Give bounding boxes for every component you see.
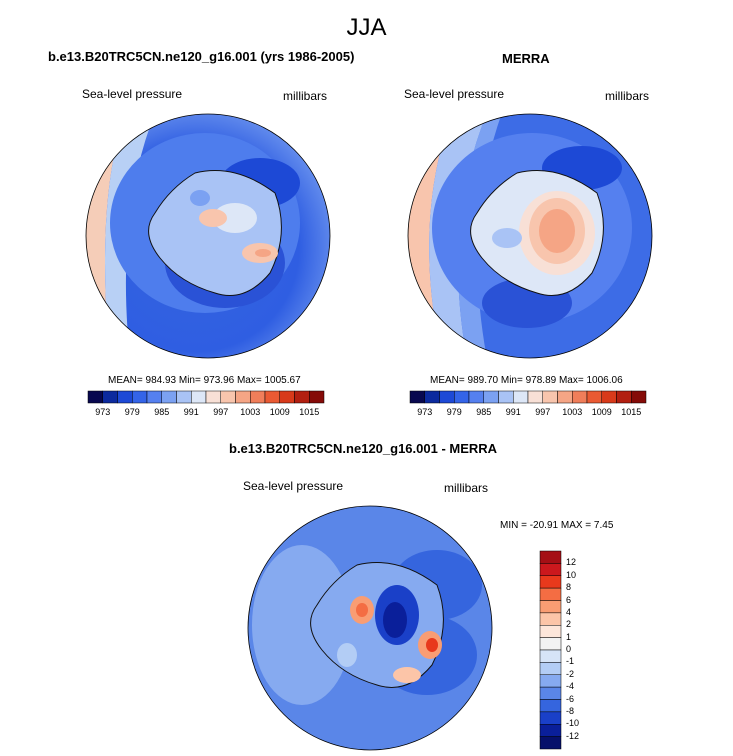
colorbar-swatch xyxy=(117,390,133,404)
colorbar-swatch xyxy=(539,736,562,750)
colorbar-swatch xyxy=(87,390,103,404)
colorbar-swatch xyxy=(539,711,562,725)
colorbar-swatch xyxy=(539,699,562,713)
colorbar-swatch xyxy=(539,674,562,688)
colorbar-swatch xyxy=(102,390,118,404)
colorbar-tick-label: 997 xyxy=(213,407,229,417)
obs-polar-map xyxy=(407,113,653,359)
obs-panel-title: MERRA xyxy=(502,51,550,66)
model-polar-map xyxy=(85,113,331,359)
colorbar-swatch xyxy=(539,587,562,601)
colorbar-swatch xyxy=(539,724,562,737)
colorbar-tick-label: 1003 xyxy=(240,407,261,417)
colorbar-tick-label: 0 xyxy=(566,644,572,654)
diff-polar-map xyxy=(247,505,493,751)
colorbar-tick-label: -12 xyxy=(566,730,580,741)
colorbar-swatch xyxy=(309,390,325,404)
colorbar-swatch xyxy=(439,390,455,404)
colorbar-tick-label: 973 xyxy=(95,407,111,417)
colorbar-tick-label: 10 xyxy=(566,569,577,580)
colorbar-swatch xyxy=(539,550,562,564)
colorbar-swatch xyxy=(454,390,470,404)
obs-stats: MEAN= 989.70 Min= 978.89 Max= 1006.06 xyxy=(430,375,623,386)
colorbar-swatch xyxy=(264,390,280,404)
model-units-label: millibars xyxy=(283,89,328,103)
colorbar-swatch xyxy=(409,390,425,404)
colorbar-swatch xyxy=(542,390,558,404)
colorbar-swatch xyxy=(468,390,484,404)
colorbar-swatch xyxy=(191,390,207,404)
colorbar-swatch xyxy=(513,390,529,404)
colorbar-tick-label: 2 xyxy=(566,619,572,630)
obs-units-label: millibars xyxy=(605,89,650,103)
colorbar-swatch xyxy=(146,390,162,404)
colorbar-swatch xyxy=(250,390,266,404)
colorbar-tick-label: -6 xyxy=(566,693,575,704)
colorbar-swatch xyxy=(539,637,562,651)
colorbar-swatch xyxy=(498,390,514,404)
colorbar-swatch xyxy=(539,649,562,663)
colorbar-tick-label: 12 xyxy=(566,557,577,568)
colorbar-swatch xyxy=(572,390,588,404)
colorbar-swatch xyxy=(132,390,148,404)
colorbar-tick-label: 997 xyxy=(535,407,551,417)
diff-stats: MIN = -20.91 MAX = 7.45 xyxy=(500,520,614,531)
obs-colorbar xyxy=(409,390,647,404)
obs-variable-label: Sea-level pressure xyxy=(404,87,505,101)
colorbar-tick-label: 8 xyxy=(566,582,572,593)
model-stats: MEAN= 984.93 Min= 973.96 Max= 1005.67 xyxy=(108,375,301,386)
colorbar-swatch xyxy=(631,390,647,404)
colorbar-swatch xyxy=(539,686,562,700)
colorbar-swatch xyxy=(539,600,562,614)
colorbar-swatch xyxy=(557,390,573,404)
diff-variable-label: Sea-level pressure xyxy=(243,479,344,493)
colorbar-tick-label: 985 xyxy=(476,407,492,417)
colorbar-swatch xyxy=(539,625,562,638)
colorbar-tick-label: 1009 xyxy=(591,407,612,417)
colorbar-tick-label: 1003 xyxy=(562,407,583,417)
colorbar-tick-label: 973 xyxy=(417,407,433,417)
model-colorbar xyxy=(87,390,325,404)
colorbar-tick-label: 991 xyxy=(183,407,199,417)
colorbar-tick-label: 4 xyxy=(566,606,572,617)
colorbar-tick-label: 1015 xyxy=(299,407,320,417)
colorbar-swatch xyxy=(601,390,617,404)
colorbar-swatch xyxy=(424,390,440,404)
colorbar-tick-label: 1 xyxy=(566,631,572,642)
model-panel-title: b.e13.B20TRC5CN.ne120_g16.001 (yrs 1986-… xyxy=(48,49,355,64)
colorbar-swatch xyxy=(161,390,177,404)
colorbar-swatch xyxy=(483,390,499,404)
colorbar-tick-label: 991 xyxy=(505,407,521,417)
colorbar-swatch xyxy=(235,390,251,404)
colorbar-tick-label: 1009 xyxy=(269,407,290,417)
colorbar-tick-label: 979 xyxy=(124,407,140,417)
colorbar-swatch xyxy=(616,390,632,404)
colorbar-tick-label: -10 xyxy=(566,718,580,729)
colorbar-tick-label: -2 xyxy=(566,668,575,679)
colorbar-tick-label: -8 xyxy=(566,705,575,716)
colorbar-tick-label: -4 xyxy=(566,681,575,692)
model-variable-label: Sea-level pressure xyxy=(82,87,183,101)
colorbar-tick-label: 6 xyxy=(566,594,572,605)
colorbar-tick-label: 985 xyxy=(154,407,170,417)
colorbar-swatch xyxy=(294,390,310,404)
colorbar-swatch xyxy=(539,563,562,576)
colorbar-swatch xyxy=(205,390,221,404)
colorbar-tick-label: 979 xyxy=(446,407,462,417)
diff-panel-title: b.e13.B20TRC5CN.ne120_g16.001 - MERRA xyxy=(229,441,498,456)
diff-units-label: millibars xyxy=(444,481,489,495)
colorbar-tick-label: 1015 xyxy=(621,407,642,417)
colorbar-swatch xyxy=(539,662,562,675)
colorbar-swatch xyxy=(279,390,295,404)
colorbar-tick-label: -1 xyxy=(566,656,575,667)
colorbar-swatch xyxy=(176,390,192,404)
season-title: JJA xyxy=(346,14,387,41)
colorbar-swatch xyxy=(527,390,543,404)
diff-colorbar xyxy=(539,550,562,750)
colorbar-swatch xyxy=(539,612,562,626)
colorbar-swatch xyxy=(586,390,602,404)
colorbar-swatch xyxy=(539,575,562,589)
colorbar-swatch xyxy=(220,390,236,404)
